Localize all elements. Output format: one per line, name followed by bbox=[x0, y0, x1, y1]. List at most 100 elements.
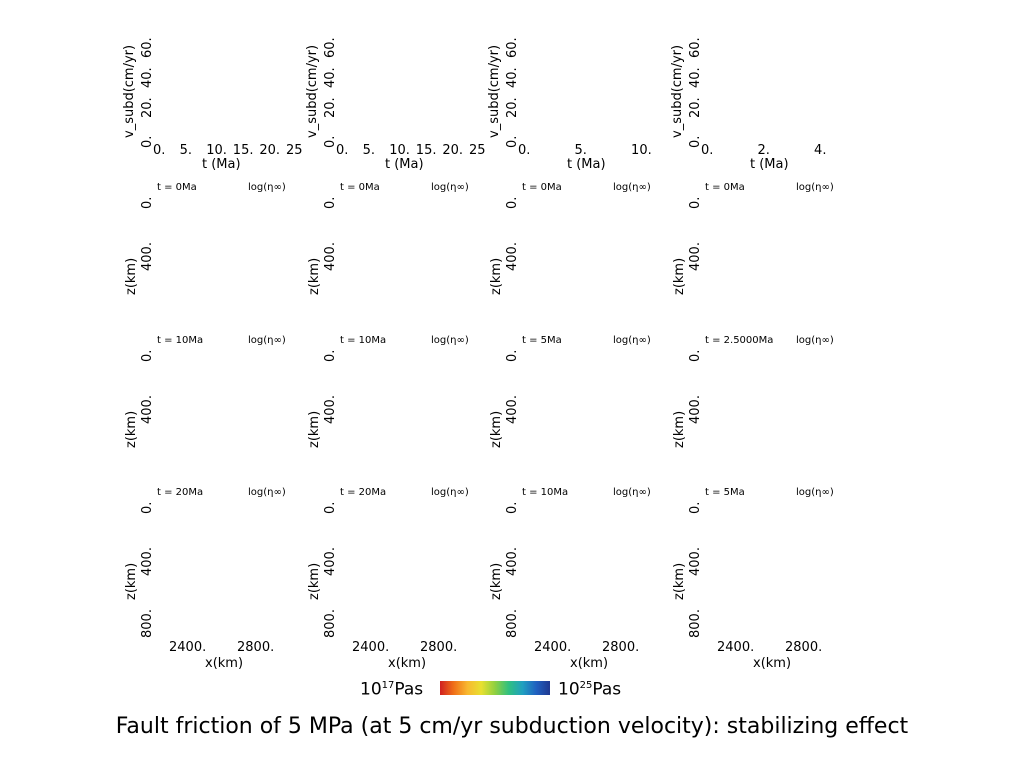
x-tick-label: 5. bbox=[574, 143, 587, 158]
x-tick-label: 4. bbox=[814, 143, 827, 158]
colorbar-gradient bbox=[440, 681, 550, 695]
y-tick-label: 60. bbox=[688, 37, 703, 58]
y-tick-label: 40. bbox=[140, 67, 155, 88]
z-tick-label: 0. bbox=[323, 349, 338, 362]
x-tick-label: 2. bbox=[757, 143, 770, 158]
x-tick-label: 20. bbox=[442, 143, 464, 158]
z-tick-label: 400. bbox=[688, 395, 703, 424]
y-tick-label: 20. bbox=[140, 97, 155, 118]
x-axis-label: x(km) bbox=[388, 656, 427, 671]
x-tick-label: 2400. bbox=[352, 640, 390, 655]
z-tick-label: 400. bbox=[688, 547, 703, 576]
x-axis-label: t (Ma) bbox=[750, 157, 789, 172]
x-tick-label: 2400. bbox=[534, 640, 572, 655]
x-tick-label: 0. bbox=[153, 143, 166, 158]
z-tick-label: 400. bbox=[505, 547, 520, 576]
x-tick-label: 15. bbox=[232, 143, 254, 158]
y-axis-label: v_subd(cm/yr) bbox=[305, 44, 320, 138]
y-tick-label: 20. bbox=[688, 97, 703, 118]
panel-viscosity-label: log(η∞) bbox=[613, 335, 651, 346]
panel-viscosity-label: log(η∞) bbox=[248, 182, 286, 193]
panel-viscosity-label: log(η∞) bbox=[613, 182, 651, 193]
panel-viscosity-label: log(η∞) bbox=[248, 487, 286, 498]
x-axis-label: t (Ma) bbox=[202, 157, 241, 172]
y-tick-label: 40. bbox=[688, 67, 703, 88]
x-tick-label: 2400. bbox=[717, 640, 755, 655]
z-axis-label: z(km) bbox=[489, 257, 504, 295]
z-tick-label: 0. bbox=[505, 501, 520, 514]
x-tick-label: 10. bbox=[206, 143, 227, 158]
z-tick-label: 0. bbox=[140, 349, 155, 362]
z-tick-label: 400. bbox=[323, 395, 338, 424]
z-tick-label: 0. bbox=[505, 349, 520, 362]
panel-time-label: t = 2.5000Ma bbox=[705, 335, 774, 346]
x-tick-label: 2800. bbox=[602, 640, 640, 655]
z-tick-label: 0. bbox=[140, 501, 155, 514]
z-tick-label: 0. bbox=[688, 501, 703, 514]
panel-viscosity-label: log(η∞) bbox=[248, 335, 286, 346]
z-tick-label: 400. bbox=[505, 242, 520, 271]
x-tick-label: 2800. bbox=[785, 640, 823, 655]
colorbar-left-label: 1017Pas bbox=[360, 679, 424, 700]
panel-viscosity-label: log(η∞) bbox=[796, 182, 834, 193]
z-tick-label: 400. bbox=[323, 242, 338, 271]
x-tick-label: 20. bbox=[259, 143, 281, 158]
y-tick-label: 60. bbox=[505, 37, 520, 58]
z-tick-label: 400. bbox=[505, 395, 520, 424]
z-axis-label: z(km) bbox=[672, 562, 687, 600]
panel-time-label: t = 20Ma bbox=[340, 487, 387, 498]
y-axis-label: v_subd(cm/yr) bbox=[670, 44, 685, 138]
panel-time-label: t = 0Ma bbox=[522, 182, 562, 193]
z-tick-label: 0. bbox=[688, 349, 703, 362]
x-axis-label: x(km) bbox=[753, 656, 792, 671]
z-axis-label: z(km) bbox=[124, 562, 139, 600]
x-tick-label: 2800. bbox=[237, 640, 275, 655]
y-axis-label: v_subd(cm/yr) bbox=[487, 44, 502, 138]
panel-time-label: t = 20Ma bbox=[157, 487, 204, 498]
panel-time-label: t = 10Ma bbox=[522, 487, 569, 498]
x-tick-label: 5. bbox=[362, 143, 375, 158]
x-tick-label: 10. bbox=[389, 143, 410, 158]
y-tick-label: 40. bbox=[505, 67, 520, 88]
z-tick-label: 0. bbox=[505, 196, 520, 209]
x-tick-label: 0. bbox=[336, 143, 349, 158]
panel-viscosity-label: log(η∞) bbox=[431, 487, 469, 498]
x-tick-label: 0. bbox=[701, 143, 714, 158]
y-axis-label: v_subd(cm/yr) bbox=[122, 44, 137, 138]
x-tick-label: 5. bbox=[179, 143, 192, 158]
z-tick-label: 0. bbox=[323, 196, 338, 209]
panel-viscosity-label: log(η∞) bbox=[431, 335, 469, 346]
x-tick-label: 2400. bbox=[169, 640, 207, 655]
z-axis-label: z(km) bbox=[124, 410, 139, 448]
z-tick-label: 400. bbox=[140, 242, 155, 271]
z-axis-label: z(km) bbox=[124, 257, 139, 295]
z-tick-label: 800. bbox=[140, 609, 155, 638]
panel-viscosity-label: log(η∞) bbox=[796, 487, 834, 498]
x-axis-label: x(km) bbox=[205, 656, 244, 671]
x-tick-label: 25 bbox=[469, 143, 486, 158]
x-tick-label: 15. bbox=[415, 143, 437, 158]
z-tick-label: 400. bbox=[140, 547, 155, 576]
z-axis-label: z(km) bbox=[307, 257, 322, 295]
y-tick-label: 20. bbox=[323, 97, 338, 118]
z-axis-label: z(km) bbox=[307, 562, 322, 600]
panel-time-label: t = 5Ma bbox=[705, 487, 745, 498]
z-tick-label: 0. bbox=[688, 196, 703, 209]
x-tick-label: 0. bbox=[518, 143, 531, 158]
z-tick-label: 400. bbox=[688, 242, 703, 271]
x-axis-label: x(km) bbox=[570, 656, 609, 671]
colorbar-right-label: 1025Pas bbox=[558, 679, 622, 700]
panel-viscosity-label: log(η∞) bbox=[613, 487, 651, 498]
figure-caption: Fault friction of 5 MPa (at 5 cm/yr subd… bbox=[115, 714, 909, 739]
z-axis-label: z(km) bbox=[307, 410, 322, 448]
z-tick-label: 0. bbox=[140, 196, 155, 209]
z-axis-label: z(km) bbox=[672, 257, 687, 295]
x-tick-label: 2800. bbox=[420, 640, 458, 655]
panel-time-label: t = 0Ma bbox=[340, 182, 380, 193]
z-axis-label: z(km) bbox=[672, 410, 687, 448]
y-tick-label: 60. bbox=[323, 37, 338, 58]
x-tick-label: 25 bbox=[286, 143, 303, 158]
z-tick-label: 800. bbox=[688, 609, 703, 638]
panel-time-label: t = 0Ma bbox=[705, 182, 745, 193]
panel-time-label: t = 0Ma bbox=[157, 182, 197, 193]
